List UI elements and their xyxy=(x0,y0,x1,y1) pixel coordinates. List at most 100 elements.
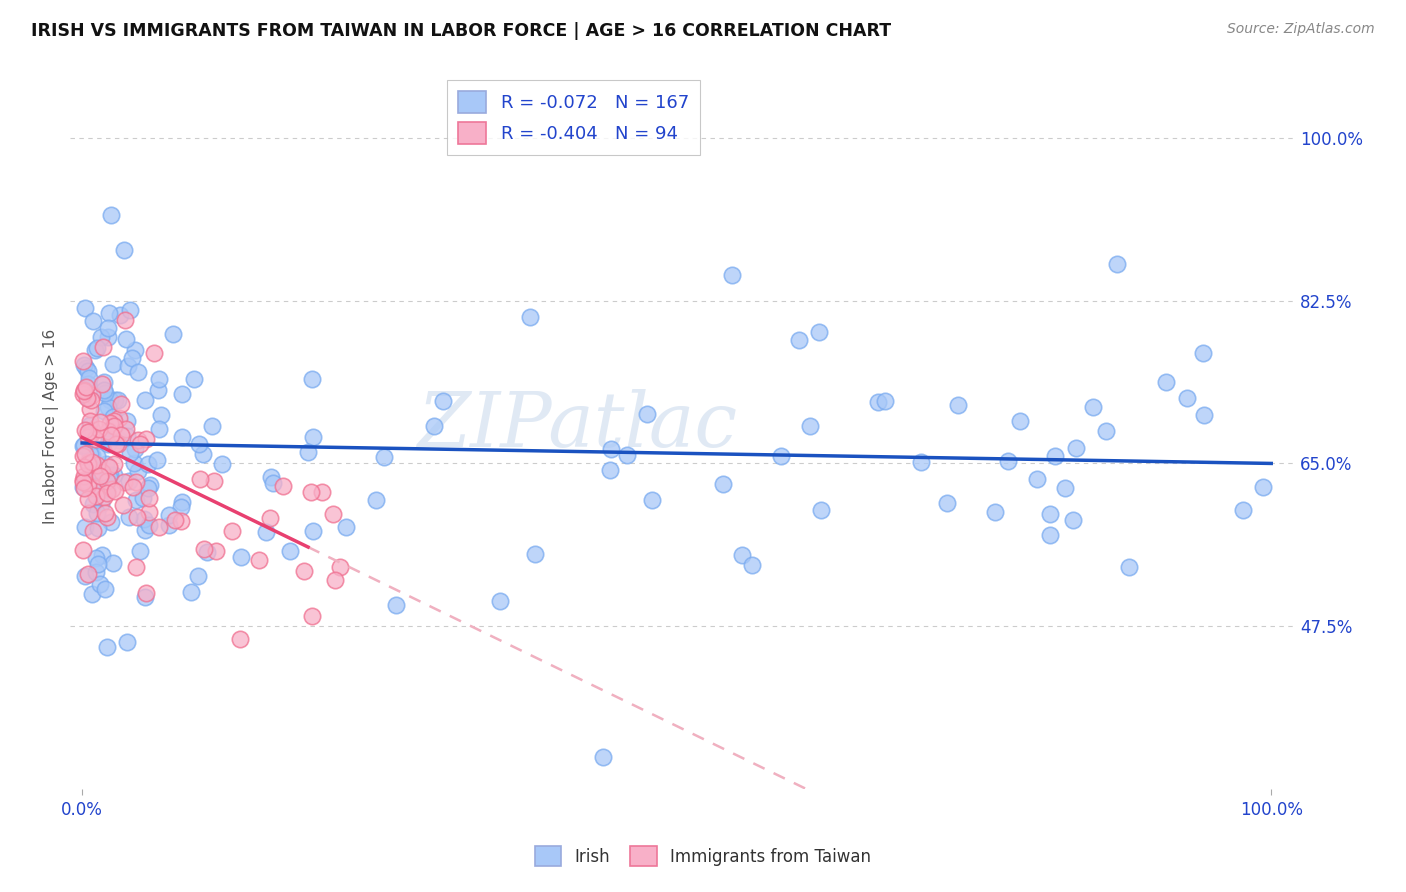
Point xyxy=(86,341,108,355)
Point xyxy=(138,481,160,495)
Point xyxy=(72,354,94,368)
Point xyxy=(115,634,138,648)
Point xyxy=(135,586,157,600)
Point xyxy=(104,392,127,407)
Point xyxy=(79,447,101,461)
Point xyxy=(134,523,156,537)
Point xyxy=(128,543,150,558)
Point xyxy=(118,510,141,524)
Point xyxy=(97,459,120,474)
Point xyxy=(322,507,344,521)
Text: ZIPatlас: ZIPatlас xyxy=(419,389,738,463)
Point xyxy=(91,548,114,562)
Point xyxy=(103,458,125,472)
Point xyxy=(201,418,224,433)
Point xyxy=(111,498,134,512)
Point xyxy=(1053,482,1076,496)
Point xyxy=(96,510,118,524)
Point xyxy=(138,505,160,519)
Point xyxy=(262,475,284,490)
Point xyxy=(1008,414,1031,428)
Point xyxy=(138,491,160,506)
Point xyxy=(299,484,322,499)
Point xyxy=(84,565,107,579)
Point xyxy=(108,433,131,447)
Point xyxy=(936,496,959,510)
Point xyxy=(91,376,114,391)
Point xyxy=(134,590,156,604)
Point xyxy=(77,391,100,405)
Point xyxy=(799,419,821,434)
Point xyxy=(84,481,107,495)
Point xyxy=(80,423,103,437)
Point xyxy=(423,419,446,434)
Point xyxy=(148,520,170,534)
Point xyxy=(72,473,94,487)
Point xyxy=(124,442,146,456)
Point xyxy=(77,425,100,439)
Point xyxy=(80,392,103,407)
Point xyxy=(204,544,226,558)
Point xyxy=(731,549,754,563)
Point xyxy=(77,457,100,471)
Text: IRISH VS IMMIGRANTS FROM TAIWAN IN LABOR FORCE | AGE > 16 CORRELATION CHART: IRISH VS IMMIGRANTS FROM TAIWAN IN LABOR… xyxy=(31,22,891,40)
Point xyxy=(101,409,124,424)
Point xyxy=(98,470,121,484)
Point xyxy=(87,521,110,535)
Point xyxy=(335,519,357,533)
Point xyxy=(75,423,97,437)
Point xyxy=(170,500,193,514)
Point xyxy=(599,463,621,477)
Point xyxy=(1039,508,1062,522)
Point xyxy=(96,474,118,488)
Point xyxy=(769,449,792,463)
Point xyxy=(89,577,111,591)
Point xyxy=(103,414,125,428)
Point xyxy=(121,351,143,365)
Point xyxy=(73,384,96,399)
Point xyxy=(301,372,323,386)
Point xyxy=(107,392,129,407)
Point xyxy=(101,357,124,371)
Point xyxy=(77,371,100,385)
Point xyxy=(148,422,170,436)
Point xyxy=(79,401,101,416)
Point xyxy=(127,366,149,380)
Point xyxy=(132,491,155,505)
Point xyxy=(76,392,98,406)
Point xyxy=(301,609,323,624)
Point xyxy=(77,566,100,581)
Point xyxy=(641,492,664,507)
Legend: Irish, Immigrants from Taiwan: Irish, Immigrants from Taiwan xyxy=(529,839,877,873)
Legend: R = -0.072   N = 167, R = -0.404   N = 94: R = -0.072 N = 167, R = -0.404 N = 94 xyxy=(447,80,700,155)
Y-axis label: In Labor Force | Age > 16: In Labor Force | Age > 16 xyxy=(44,328,59,524)
Point xyxy=(103,419,125,434)
Point xyxy=(77,506,100,520)
Point xyxy=(711,477,734,491)
Point xyxy=(103,467,125,482)
Point xyxy=(138,458,160,472)
Point xyxy=(1175,391,1198,405)
Point xyxy=(271,479,294,493)
Point xyxy=(72,449,94,463)
Point xyxy=(72,475,94,490)
Point xyxy=(157,517,180,532)
Point xyxy=(1156,375,1178,389)
Point xyxy=(84,432,107,446)
Point xyxy=(373,450,395,464)
Point xyxy=(873,393,896,408)
Point xyxy=(110,428,132,442)
Point xyxy=(96,486,118,500)
Point xyxy=(170,386,193,401)
Point xyxy=(96,640,118,655)
Point xyxy=(117,359,139,374)
Point xyxy=(96,483,118,497)
Point xyxy=(73,438,96,452)
Point xyxy=(100,208,122,222)
Point xyxy=(202,474,225,488)
Point xyxy=(1064,441,1087,455)
Point xyxy=(82,587,104,601)
Point xyxy=(122,457,145,471)
Point xyxy=(180,585,202,599)
Point xyxy=(135,432,157,446)
